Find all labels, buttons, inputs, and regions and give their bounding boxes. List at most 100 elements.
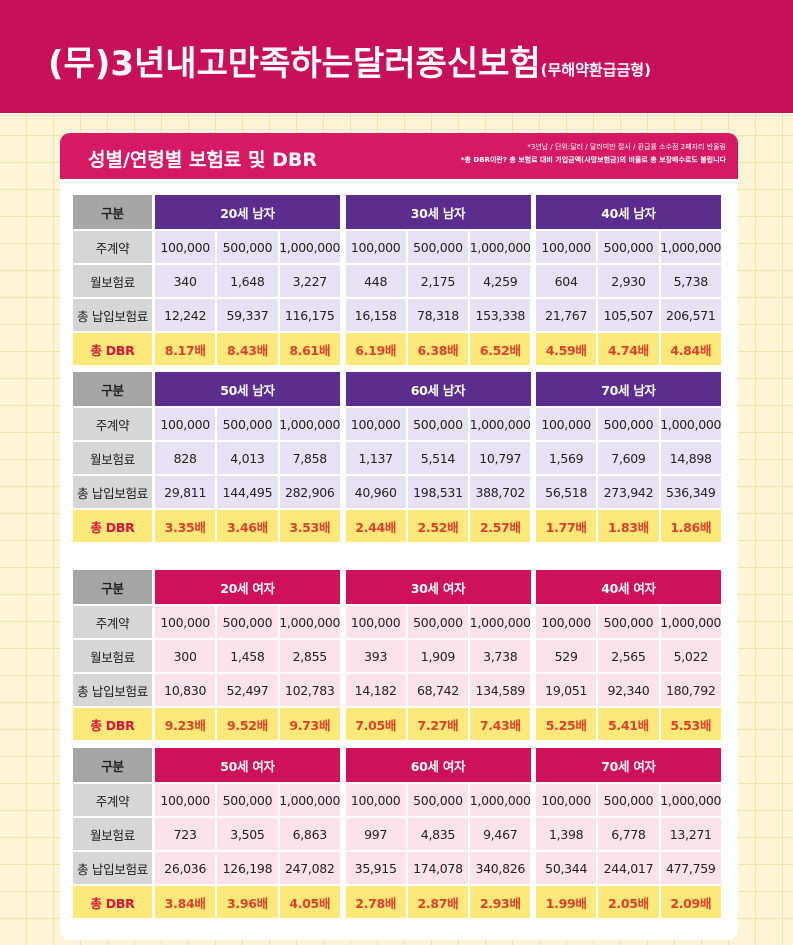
- value-cell: 100,000: [345, 606, 406, 638]
- dbr-cell: 4.59배: [536, 333, 597, 365]
- group-header: 20세 여자: [155, 570, 340, 604]
- dbr-cell: 3.96배: [217, 886, 278, 918]
- value-cell: 100,000: [155, 606, 216, 638]
- value-cell: 26,036: [155, 852, 216, 884]
- value-cell: 50,344: [536, 852, 597, 884]
- value-cell: 6,778: [598, 818, 659, 850]
- dbr-cell: 2.93배: [470, 886, 531, 918]
- dbr-cell: 4.74배: [598, 333, 659, 365]
- value-cell: 174,078: [407, 852, 469, 884]
- value-cell: 13,271: [660, 818, 721, 850]
- value-cell: 2,930: [598, 265, 659, 297]
- dbr-cell: 9.52배: [217, 708, 278, 740]
- value-cell: 126,198: [217, 852, 278, 884]
- value-cell: 340,826: [470, 852, 531, 884]
- dbr-cell: 4.05배: [279, 886, 340, 918]
- value-cell: 4,835: [407, 818, 469, 850]
- note: *3년납 / 단위:달러 / 달러미만 절사 / 환급률 소수점 2째자리 반올…: [527, 143, 726, 151]
- group-header: 40세 여자: [536, 570, 721, 604]
- row-label: 주계약: [73, 606, 152, 638]
- value-cell: 56,518: [536, 476, 597, 508]
- value-cell: 100,000: [536, 231, 597, 263]
- value-cell: 244,017: [598, 852, 659, 884]
- value-cell: 393: [345, 640, 406, 672]
- row-label: 구분: [73, 570, 152, 604]
- dbr-cell: 3.35배: [155, 510, 216, 542]
- value-cell: 500,000: [217, 408, 278, 440]
- value-cell: 1,000,000: [279, 408, 341, 440]
- value-cell: 388,702: [470, 476, 531, 508]
- value-cell: 180,792: [660, 674, 721, 706]
- value-cell: 5,022: [660, 640, 721, 672]
- value-cell: 6,863: [279, 818, 340, 850]
- value-cell: 1,000,000: [470, 231, 531, 263]
- dbr-cell: 8.17배: [155, 333, 216, 365]
- value-cell: 500,000: [217, 231, 278, 263]
- value-cell: 500,000: [407, 408, 469, 440]
- value-cell: 448: [345, 265, 406, 297]
- dbr-cell: 9.23배: [155, 708, 216, 740]
- value-cell: 198,531: [407, 476, 469, 508]
- value-cell: 1,000,000: [279, 231, 341, 263]
- row-label: 총 DBR: [73, 510, 152, 542]
- note: *총 DBR이란? 총 보험료 대비 가입금액(사망보험금)의 비율로 총 보장…: [460, 156, 726, 164]
- value-cell: 134,589: [470, 674, 531, 706]
- value-cell: 100,000: [345, 231, 406, 263]
- row-label: 총 납입보험료: [73, 674, 152, 706]
- top-banner: (무)3년내고만족하는달러종신보험(무해약환급금형): [0, 0, 793, 113]
- value-cell: 7,609: [598, 442, 659, 474]
- dbr-cell: 8.43배: [217, 333, 278, 365]
- value-cell: 500,000: [217, 606, 278, 638]
- title-sub: (무해약환급금형): [540, 61, 651, 79]
- value-cell: 100,000: [536, 606, 597, 638]
- section-title: 성별/연령별 보험료 및 DBR: [88, 149, 317, 171]
- value-cell: 536,349: [660, 476, 721, 508]
- value-cell: 102,783: [279, 674, 340, 706]
- value-cell: 100,000: [345, 784, 406, 816]
- dbr-cell: 2.87배: [407, 886, 469, 918]
- value-cell: 282,906: [279, 476, 340, 508]
- value-cell: 7,858: [279, 442, 340, 474]
- row-label: 총 DBR: [73, 886, 152, 918]
- value-cell: 3,227: [279, 265, 340, 297]
- group-header: 70세 여자: [536, 748, 721, 782]
- value-cell: 500,000: [407, 606, 469, 638]
- value-cell: 1,000,000: [279, 606, 341, 638]
- value-cell: 100,000: [155, 231, 216, 263]
- value-cell: 40,960: [345, 476, 406, 508]
- value-cell: 997: [345, 818, 406, 850]
- dbr-cell: 9.73배: [279, 708, 340, 740]
- dbr-cell: 3.84배: [155, 886, 216, 918]
- value-cell: 2,565: [598, 640, 659, 672]
- group-header: 60세 여자: [345, 748, 531, 782]
- value-cell: 1,000,000: [470, 784, 531, 816]
- value-cell: 144,495: [217, 476, 278, 508]
- value-cell: 723: [155, 818, 216, 850]
- dbr-cell: 2.52배: [407, 510, 469, 542]
- row-label: 월보험료: [73, 640, 152, 672]
- value-cell: 2,175: [407, 265, 469, 297]
- value-cell: 1,000,000: [279, 784, 341, 816]
- value-cell: 21,767: [536, 299, 597, 331]
- value-cell: 5,514: [407, 442, 469, 474]
- dbr-cell: 2.78배: [345, 886, 406, 918]
- value-cell: 12,242: [155, 299, 216, 331]
- value-cell: 14,898: [660, 442, 721, 474]
- dbr-cell: 6.52배: [470, 333, 531, 365]
- value-cell: 5,738: [660, 265, 721, 297]
- dbr-cell: 1.99배: [536, 886, 597, 918]
- value-cell: 1,000,000: [470, 606, 531, 638]
- value-cell: 4,259: [470, 265, 531, 297]
- value-cell: 500,000: [598, 784, 659, 816]
- value-cell: 10,797: [470, 442, 531, 474]
- value-cell: 500,000: [217, 784, 278, 816]
- row-label: 총 DBR: [73, 708, 152, 740]
- value-cell: 35,915: [345, 852, 406, 884]
- value-cell: 100,000: [345, 408, 406, 440]
- value-cell: 3,738: [470, 640, 531, 672]
- dbr-cell: 7.43배: [470, 708, 531, 740]
- value-cell: 100,000: [536, 784, 597, 816]
- value-cell: 1,000,000: [470, 408, 531, 440]
- value-cell: 1,398: [536, 818, 597, 850]
